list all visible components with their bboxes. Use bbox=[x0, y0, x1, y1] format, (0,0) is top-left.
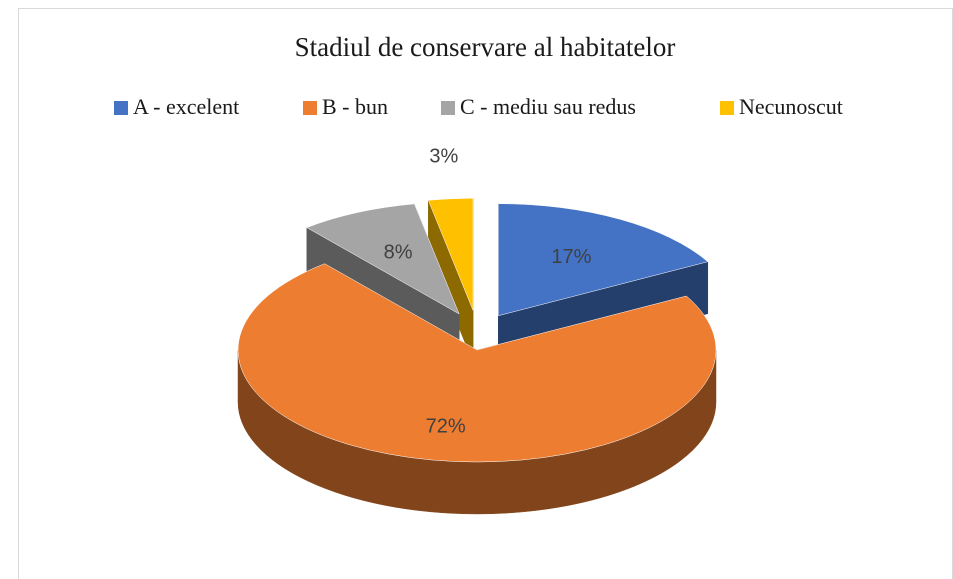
legend-label: A - excelent bbox=[133, 94, 239, 119]
pie-tops bbox=[237, 198, 717, 463]
legend-swatch bbox=[114, 101, 128, 115]
legend-swatch bbox=[441, 101, 455, 115]
legend-label: B - bun bbox=[322, 94, 388, 119]
legend-label: C - mediu sau redus bbox=[460, 94, 636, 119]
legend-label: Necunoscut bbox=[739, 94, 843, 119]
data-label: 3% bbox=[429, 146, 458, 168]
legend-swatch bbox=[303, 101, 317, 115]
data-label: 72% bbox=[426, 415, 466, 437]
data-label: 8% bbox=[384, 241, 413, 263]
pie-labels: 17% 72% 8% 3% bbox=[384, 146, 592, 438]
slice bbox=[237, 263, 717, 463]
slice bbox=[427, 198, 474, 311]
slice bbox=[498, 203, 709, 317]
chart-title: Stadiul de conservare al habitatelor bbox=[295, 32, 676, 62]
legend-swatch bbox=[720, 101, 734, 115]
slice bbox=[306, 203, 460, 315]
data-label: 17% bbox=[551, 246, 591, 268]
